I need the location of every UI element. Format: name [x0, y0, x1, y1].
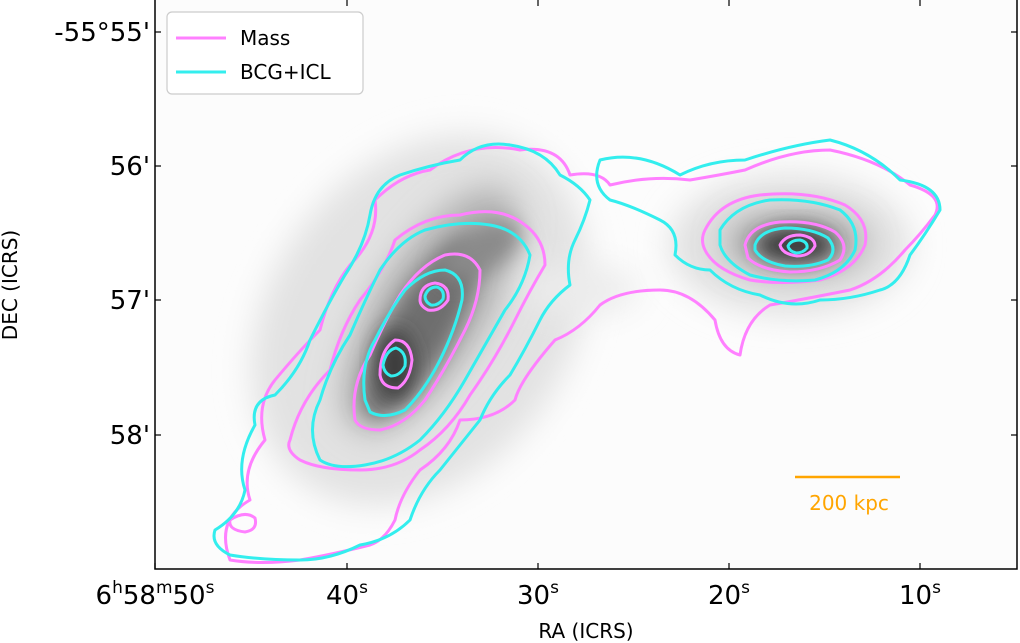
mass-contour-1 — [378, 338, 414, 390]
x-tick-label: 30s — [517, 578, 559, 611]
bcg-icl-contour-3b — [718, 198, 858, 283]
mass-contour-3b — [701, 192, 868, 284]
y-tick-label: 57' — [110, 286, 150, 316]
x-tick-label: 20s — [708, 578, 750, 611]
x-ticks-bottom — [154, 563, 921, 569]
bcg-icl-contour-3 — [311, 221, 532, 469]
bcg-icl-contour-1 — [381, 346, 407, 378]
mass-contour-1b — [418, 281, 450, 312]
y-ticks-right — [1011, 31, 1017, 436]
scale-bar: 200 kpc — [795, 475, 900, 515]
x-ticks-top — [346, 0, 921, 6]
bcg-icl-contour-2 — [362, 268, 464, 417]
bcg-icl-contour-outer-b — [595, 138, 942, 306]
mass-contour-small — [228, 513, 257, 534]
bcg-icl-contour-2b — [753, 226, 835, 268]
x-axis-title: RA (ICRS) — [538, 619, 633, 643]
y-ticks-left — [155, 31, 161, 436]
bcg-icl-contour-1b — [423, 285, 445, 307]
bcg-icl-contours — [212, 138, 942, 562]
bcg-icl-contour-1c — [786, 238, 809, 255]
mass-contour-2 — [352, 252, 482, 432]
legend: Mass BCG+ICL — [166, 11, 364, 95]
x-tick-label: 40s — [326, 578, 368, 611]
mass-contour-2b — [743, 220, 846, 274]
mass-contour-3 — [287, 210, 547, 472]
y-tick-label: -55°55' — [54, 18, 150, 48]
x-tick-label: 6h58m50s — [96, 578, 215, 611]
x-tick-label: 10s — [899, 578, 941, 611]
legend-label-bcg-icl: BCG+ICL — [240, 60, 331, 84]
scale-bar-label: 200 kpc — [809, 491, 889, 515]
y-tick-label: 56' — [110, 152, 150, 182]
bcg-icl-contour-outer — [212, 142, 592, 562]
y-tick-label: 58' — [110, 421, 150, 451]
y-axis-title: DEC (ICRS) — [0, 230, 22, 340]
legend-label-mass: Mass — [240, 26, 290, 50]
axes-frame — [154, 0, 1018, 570]
mass-contour-1c — [778, 233, 817, 258]
